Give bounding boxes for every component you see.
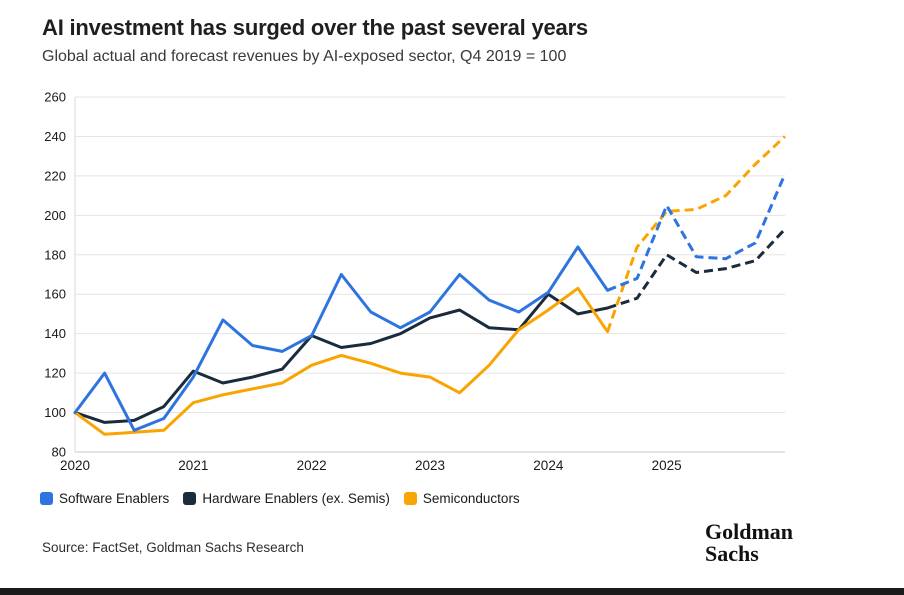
legend-item-hardware-enablers-ex-semis: Hardware Enablers (ex. Semis) (183, 491, 390, 506)
y-axis-tick-label: 160 (44, 287, 66, 302)
source-note: Source: FactSet, Goldman Sachs Research (42, 540, 304, 555)
legend-swatch (403, 492, 417, 505)
series-line-actual (73, 245, 609, 432)
legend-swatch (183, 492, 197, 505)
series-line-forecast (606, 135, 787, 333)
y-axis-tick-label: 200 (44, 208, 66, 223)
x-axis-tick-label: 2024 (533, 458, 564, 473)
y-axis-tick-label: 80 (52, 445, 66, 460)
logo-line-2: Sachs (705, 541, 759, 566)
x-axis-tick-label: 2023 (415, 458, 445, 473)
goldman-sachs-logo: Goldman Sachs (705, 521, 793, 565)
series-line-actual (73, 286, 609, 436)
legend-item-software-enablers: Software Enablers (40, 491, 169, 506)
y-axis-tick-label: 140 (44, 326, 66, 341)
legend: Software Enablers Hardware Enablers (ex. … (40, 491, 520, 506)
legend-label: Semiconductors (422, 491, 520, 506)
chart-subtitle: Global actual and forecast revenues by A… (42, 48, 567, 65)
x-axis-tick-label: 2020 (60, 458, 90, 473)
series-line-forecast (606, 173, 787, 292)
y-axis-tick-label: 260 (44, 90, 66, 105)
chart-title: AI investment has surged over the past s… (42, 15, 588, 40)
series-line-forecast (607, 228, 787, 310)
legend-label: Software Enablers (59, 491, 170, 506)
x-axis-tick-label: 2021 (178, 458, 208, 473)
bottom-accent-bar (0, 588, 904, 595)
y-axis-tick-label: 180 (44, 247, 66, 262)
x-axis-tick-label: 2022 (297, 458, 327, 473)
legend-item-semiconductors: Semiconductors (403, 491, 520, 506)
chart-header: AI investment has surged over the past s… (42, 15, 588, 66)
y-axis-tick-label: 220 (44, 168, 66, 183)
series-line-actual (73, 292, 609, 424)
logo-line-1: Goldman (705, 519, 794, 544)
legend-label: Hardware Enablers (ex. Semis) (202, 491, 390, 506)
x-axis-tick-label: 2025 (652, 458, 682, 473)
y-axis-tick-label: 240 (44, 129, 66, 144)
legend-swatch (40, 492, 53, 505)
y-axis-tick-label: 120 (44, 366, 66, 381)
y-axis-tick-label: 100 (44, 405, 66, 420)
